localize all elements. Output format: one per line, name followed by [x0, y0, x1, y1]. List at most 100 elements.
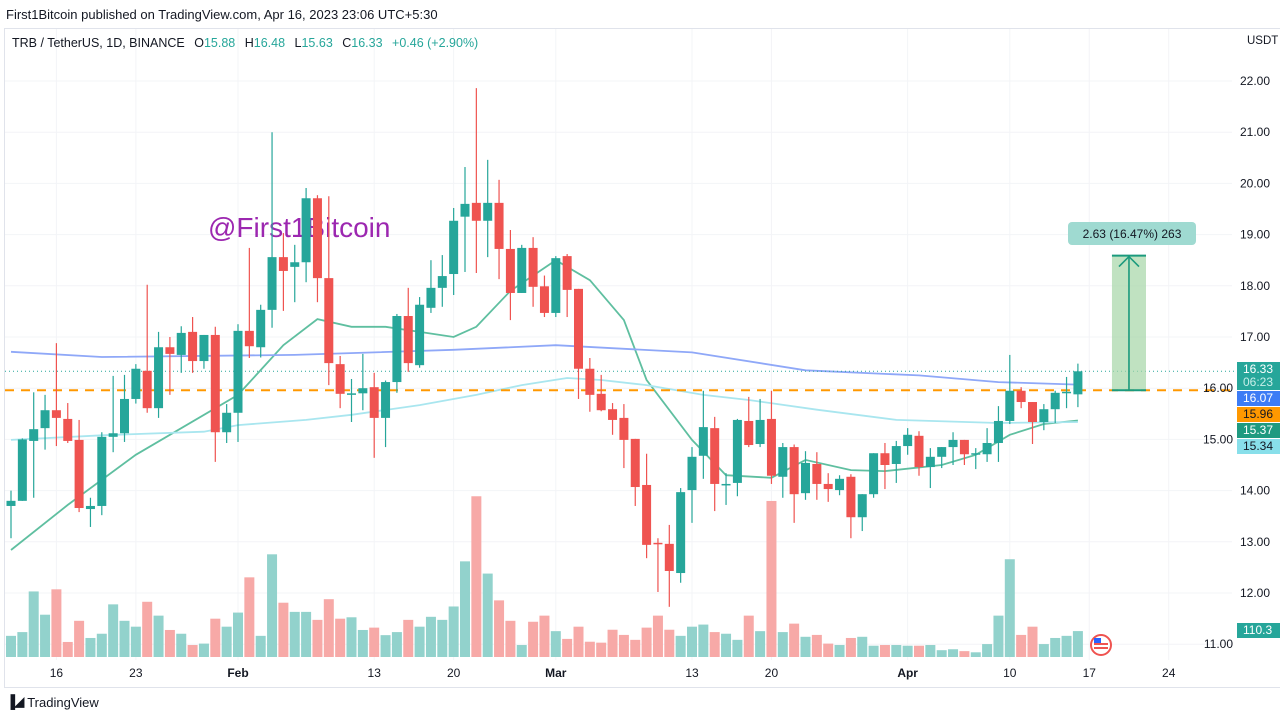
candle [244, 247, 254, 358]
candle [1005, 354, 1015, 425]
time-tick-label: 20 [447, 666, 461, 680]
volume-bar [221, 626, 232, 657]
candle [324, 196, 334, 386]
candle-body [415, 304, 425, 366]
price-axis[interactable]: 22.00 21.00 20.00 19.00 18.00 17.00 16.00 15.00… [1203, 74, 1270, 651]
candle [142, 284, 152, 413]
candle [653, 538, 663, 592]
candle [505, 229, 515, 321]
chart-pane[interactable] [4, 28, 1280, 688]
candle [801, 451, 810, 500]
volume-bar [1072, 631, 1083, 657]
candle-body [596, 393, 606, 411]
volume-bar [845, 637, 856, 657]
candle [29, 392, 39, 498]
candle-body [642, 484, 652, 545]
candle [97, 432, 107, 516]
tradingview-logo[interactable]: ▐◢ TradingView [6, 694, 99, 710]
horizontal-levels [5, 370, 1237, 392]
volume-bar [800, 636, 811, 657]
candle-body [244, 330, 254, 347]
moving-average-line [10, 344, 1078, 386]
candle-body [63, 418, 73, 441]
volume-bar [346, 617, 357, 657]
volume-bar [721, 633, 732, 657]
candle-body [789, 447, 799, 495]
volume-bar [879, 645, 890, 657]
candle [971, 448, 981, 470]
volume-bar [414, 626, 425, 657]
volume-bar [891, 645, 902, 657]
candle-body [154, 347, 164, 409]
bar-countdown: 06:23 [1243, 375, 1274, 389]
symbol-name[interactable]: TRB / TetherUS, 1D, BINANCE [12, 36, 185, 50]
candle-body [528, 247, 538, 287]
volume-bar [539, 615, 550, 657]
candle-body [176, 332, 186, 355]
us-flag-icon[interactable] [1090, 634, 1112, 656]
candle [789, 444, 799, 523]
volume-bar [607, 629, 618, 657]
open-value: 15.88 [203, 36, 236, 50]
volume-bar [732, 639, 743, 657]
volume-bar [993, 615, 1004, 657]
candle-body [369, 387, 379, 418]
candle [267, 132, 277, 328]
volume-bar [755, 631, 766, 657]
candle-body [17, 439, 27, 501]
candle [608, 403, 618, 435]
time-tick-label: Feb [227, 666, 248, 680]
candle-body [437, 276, 447, 288]
candle [823, 473, 833, 502]
candle-body [267, 257, 277, 310]
candle-body [562, 256, 572, 290]
candle-body [585, 368, 595, 395]
volume-bar [62, 641, 73, 657]
candle-body [721, 483, 731, 486]
volume-bar [573, 626, 584, 657]
candle [199, 334, 209, 369]
candle [74, 419, 84, 513]
volume-bar [437, 619, 448, 657]
volume-bar [74, 620, 85, 657]
volume-bar [777, 632, 788, 657]
volume-bar [1004, 559, 1015, 657]
candle [403, 287, 413, 372]
candle [812, 452, 822, 500]
last-price: 16.33 [1243, 362, 1274, 376]
candle [415, 297, 425, 368]
candle-body [222, 412, 232, 433]
candle-body [1028, 402, 1037, 422]
candle-body [778, 447, 788, 477]
candle-body [539, 286, 549, 313]
candle [857, 494, 867, 532]
candle-body [891, 446, 901, 464]
candle-body [857, 494, 867, 518]
price-range-measure[interactable]: 2.63 (16.47%) 263 [1068, 222, 1196, 392]
volume-bar [278, 602, 289, 657]
candle [256, 304, 266, 358]
volume-bar [17, 632, 28, 657]
volume-bar [244, 577, 255, 657]
candle-body [1039, 409, 1049, 422]
volume-bar [857, 636, 868, 657]
candle [483, 159, 493, 258]
candle-body [210, 334, 220, 433]
candle [17, 438, 27, 501]
volume-bar [391, 632, 402, 657]
volume-bar [698, 624, 709, 657]
candle-body [744, 420, 754, 446]
volume-bar [641, 627, 652, 657]
volume-badge: 110.3 [1237, 623, 1280, 638]
candle [381, 380, 391, 448]
candle [835, 475, 845, 496]
time-tick-label: Mar [545, 666, 567, 680]
candle-body [676, 492, 686, 574]
volume-bar [505, 620, 516, 657]
volume-bar [528, 621, 539, 657]
time-axis[interactable]: 16 23 Feb 13 20 Mar 13 20 Apr 10 17 24 [50, 666, 1176, 680]
volume-bar [96, 633, 107, 657]
candle [1016, 387, 1026, 409]
volume-bar [210, 618, 221, 657]
